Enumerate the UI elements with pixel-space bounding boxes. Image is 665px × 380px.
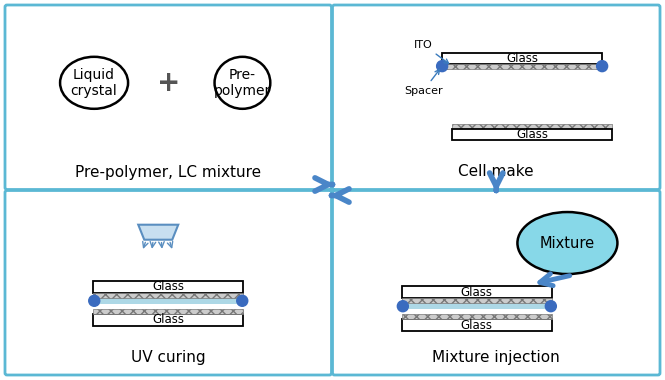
FancyBboxPatch shape	[5, 190, 331, 375]
Bar	[93, 314, 243, 326]
Ellipse shape	[60, 57, 128, 109]
Text: +: +	[156, 69, 180, 97]
Text: Glass: Glass	[506, 52, 538, 65]
Text: Cell make: Cell make	[458, 165, 534, 179]
Text: UV curing: UV curing	[131, 350, 205, 365]
Bar	[452, 124, 612, 129]
Bar	[93, 298, 243, 304]
Text: Glass: Glass	[152, 280, 184, 293]
Text: Mixture injection: Mixture injection	[432, 350, 560, 365]
Text: Pre-
polymer: Pre- polymer	[214, 68, 271, 98]
Text: Liquid
crystal: Liquid crystal	[70, 68, 118, 98]
Bar	[402, 303, 552, 309]
Text: Glass: Glass	[152, 313, 184, 326]
Circle shape	[437, 61, 448, 72]
Circle shape	[398, 301, 408, 312]
FancyBboxPatch shape	[332, 5, 660, 190]
Bar	[402, 319, 552, 331]
Bar	[452, 129, 612, 139]
Text: Mixture: Mixture	[540, 236, 595, 250]
Bar	[93, 281, 243, 293]
Text: Glass: Glass	[461, 319, 493, 332]
Text: Pre-polymer, LC mixture: Pre-polymer, LC mixture	[75, 165, 261, 179]
Bar	[93, 309, 243, 314]
Circle shape	[545, 301, 557, 312]
Text: Spacer: Spacer	[404, 70, 443, 96]
FancyBboxPatch shape	[332, 190, 660, 375]
Ellipse shape	[215, 57, 270, 109]
Polygon shape	[138, 225, 178, 240]
Bar	[402, 314, 552, 319]
Ellipse shape	[517, 212, 617, 274]
Text: Glass: Glass	[461, 286, 493, 299]
Circle shape	[237, 295, 248, 306]
Text: Glass: Glass	[516, 128, 548, 141]
FancyBboxPatch shape	[5, 5, 331, 190]
Bar	[402, 286, 552, 298]
Circle shape	[597, 61, 608, 72]
Bar	[442, 63, 602, 69]
Circle shape	[88, 295, 100, 306]
Bar	[442, 53, 602, 63]
Bar	[93, 293, 243, 298]
Bar	[402, 298, 552, 303]
Text: ITO: ITO	[414, 40, 449, 63]
